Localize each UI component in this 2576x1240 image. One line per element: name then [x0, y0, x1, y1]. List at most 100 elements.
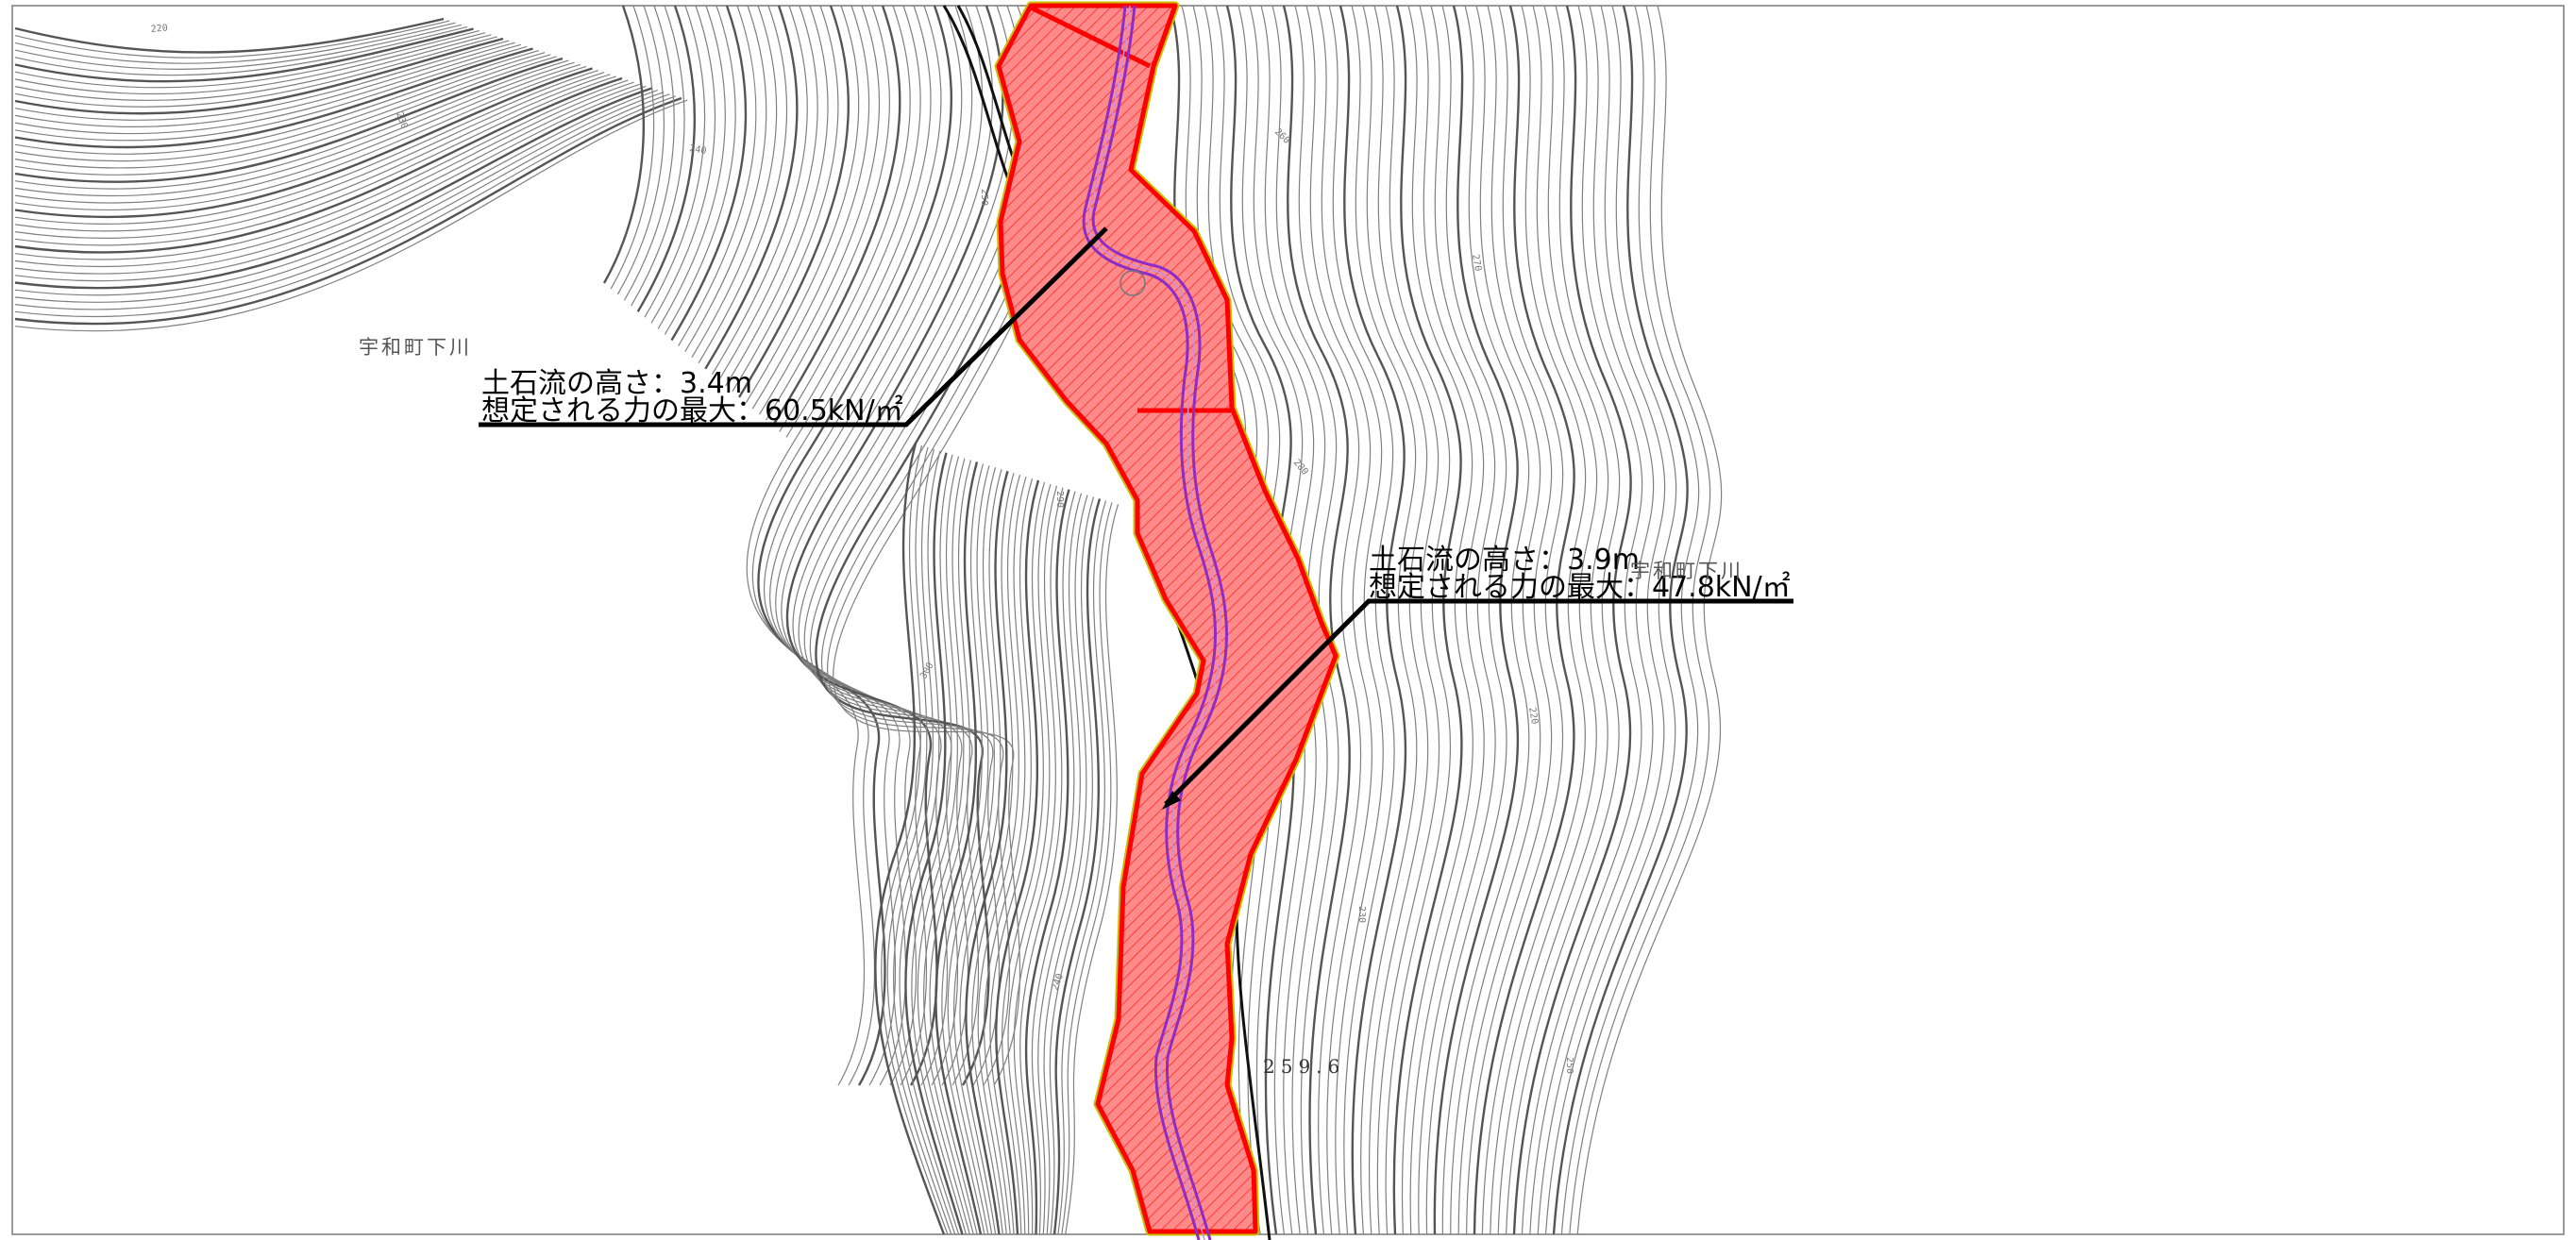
hazard-zone-area: [996, 3, 1339, 1234]
contour-line: [684, 5, 767, 352]
contour-line: [14, 25, 468, 76]
contour-line: [1065, 504, 1120, 1235]
contour-tick-label: 220: [150, 23, 168, 35]
contour-line: [1497, 5, 1609, 1235]
contour-tick-label: 250: [979, 189, 989, 206]
contour-line: [1473, 5, 1575, 1235]
contour-line: [1052, 498, 1102, 1235]
callout-upper: 土石流の高さ：3.4m 想定される力の最大：60.5kN/㎡: [479, 226, 1108, 427]
contour-line: [718, 5, 818, 381]
contour-line: [636, 5, 697, 312]
contour-line: [1057, 500, 1107, 1235]
callout-leader-upper: [479, 226, 1108, 427]
contour-line: [14, 76, 623, 254]
contour-line: [1002, 481, 1046, 1235]
callout-height-upper: 土石流の高さ：3.4m: [481, 367, 752, 400]
contour-line: [1031, 491, 1076, 1235]
contour-line: [1007, 483, 1052, 1235]
contour-line: [995, 479, 1040, 1235]
contour-line: [14, 87, 652, 290]
place-label-west: 宇和町下川: [359, 336, 472, 359]
contour-line: [14, 72, 605, 232]
contour-line: [14, 92, 665, 303]
contour-line: [1450, 5, 1541, 1235]
contour-line: [1552, 5, 1689, 1235]
contour-line: [1506, 5, 1621, 1235]
contour-line: [929, 460, 978, 1235]
contour-line: [602, 5, 645, 284]
contour-line: [923, 458, 974, 1235]
contour-line: [691, 5, 778, 358]
contour-line: [934, 461, 983, 1235]
contour-line: [1249, 5, 1317, 1235]
contour-line: [14, 75, 616, 246]
contour-line: [1425, 5, 1507, 1235]
contour-line: [704, 5, 799, 370]
contour-line: [1351, 5, 1418, 1235]
contour-line: [14, 90, 658, 296]
contour-line: [1569, 5, 1711, 1235]
contour-line: [1457, 5, 1553, 1235]
contour-line: [874, 443, 946, 1235]
contour-line: [14, 99, 688, 332]
contour-line: [631, 5, 685, 307]
map-frame: [11, 5, 2565, 1235]
contour-tick-label: 300: [918, 661, 936, 680]
contour-line: [947, 465, 990, 1235]
contour-line: [14, 50, 539, 155]
contour-tick-label: 240: [1050, 972, 1066, 992]
contour-line: [616, 5, 665, 295]
contour-line: [14, 79, 629, 260]
contour-line: [953, 467, 997, 1235]
contour-line: [644, 5, 706, 318]
contour-tick-label: 220: [1526, 707, 1540, 726]
contour-line: [1490, 5, 1598, 1235]
contour-line: [1043, 494, 1088, 1235]
contour-line: [785, 5, 1004, 1086]
contour-line: [14, 70, 598, 225]
contour-line: [14, 67, 593, 219]
contour-line: [14, 24, 463, 70]
contour-line: [1409, 5, 1485, 1235]
contour-line: [14, 52, 546, 162]
contour-line: [1392, 5, 1463, 1235]
contour-line: [959, 469, 1002, 1235]
contour-line: [610, 5, 655, 290]
contour-line: [779, 5, 911, 432]
contour-line: [650, 5, 716, 324]
callout-force-upper: 想定される力の最大：60.5kN/㎡: [481, 394, 903, 427]
contour-line: [14, 85, 647, 282]
contour-line: [698, 5, 788, 364]
contour-line: [1560, 5, 1700, 1235]
contour-line: [1466, 5, 1564, 1235]
callout-height-lower: 土石流の高さ：3.9m: [1369, 544, 1640, 577]
hazard-zone: [994, 1, 1340, 1236]
contour-line: [14, 17, 445, 54]
contour-line: [664, 5, 736, 335]
contour-line: [14, 56, 557, 176]
contour-line: [904, 452, 964, 1235]
contour-line: [1512, 5, 1632, 1235]
contour-line: [989, 478, 1034, 1235]
contour-line: [14, 27, 474, 83]
contour-line: [1521, 5, 1643, 1235]
contour-line: [725, 5, 829, 387]
contour-line: [751, 5, 870, 410]
contour-tick-label: 260: [1272, 126, 1292, 146]
contour-line: [14, 43, 522, 135]
contour-line: [769, 5, 973, 1086]
contour-line: [1433, 5, 1520, 1235]
contour-line: [881, 444, 949, 1235]
contour-line: [1305, 5, 1372, 1235]
contour-line: [1418, 5, 1496, 1235]
contour-line: [1576, 5, 1723, 1235]
contour-line: [14, 22, 456, 64]
contour-line: [14, 95, 676, 317]
survey-marker: [1120, 270, 1146, 296]
contour-line: [732, 5, 839, 393]
contour-line: [1385, 5, 1452, 1235]
contour-line: [746, 5, 932, 1086]
contour-tick-label: 230: [1356, 906, 1367, 923]
contour-line: [785, 5, 921, 438]
contour-line: [678, 5, 757, 346]
